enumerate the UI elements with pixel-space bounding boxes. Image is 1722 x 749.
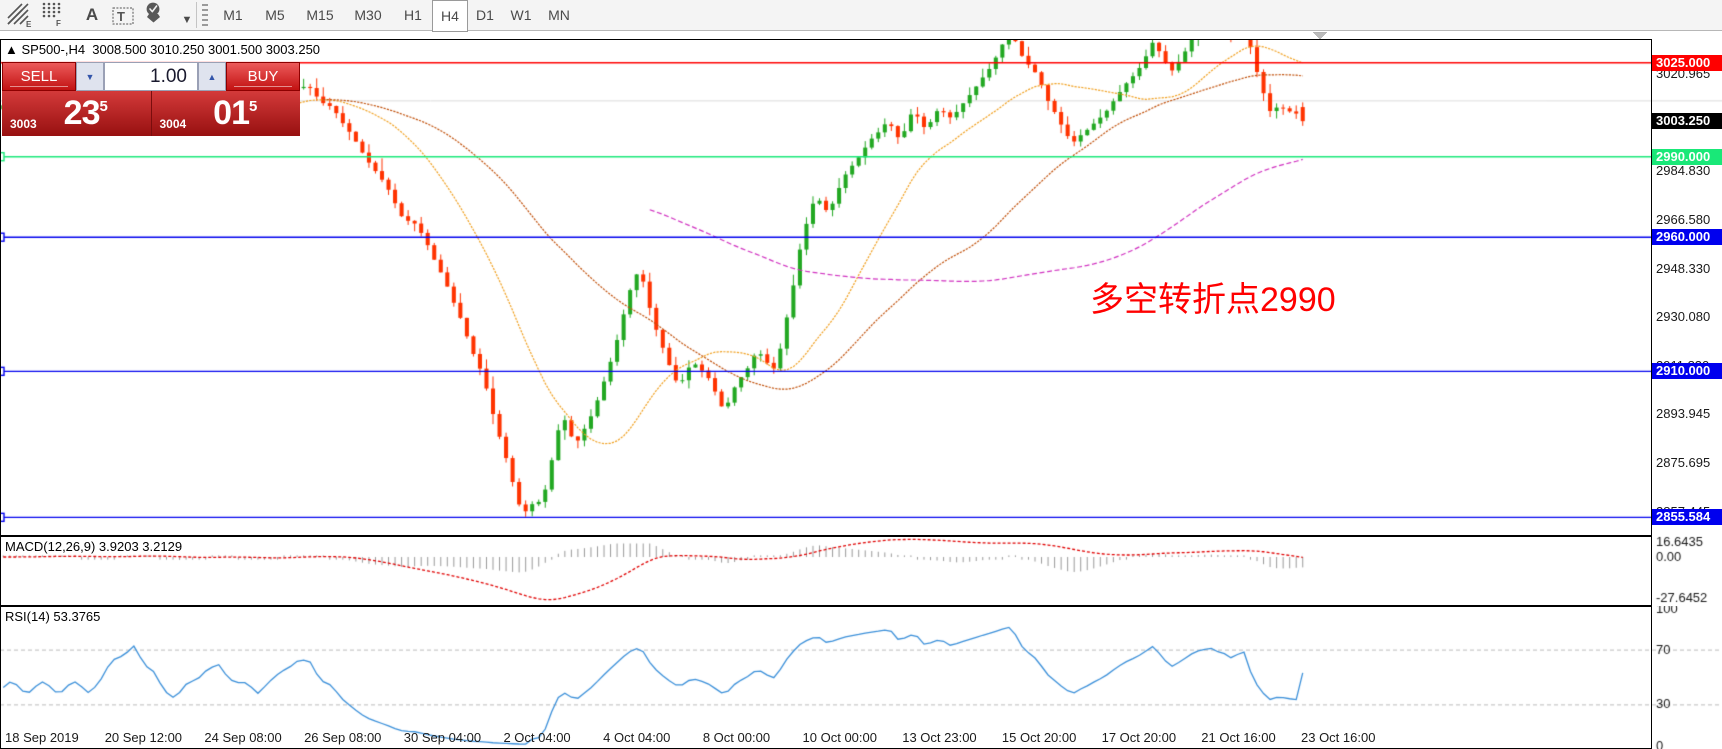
svg-text:F: F	[56, 19, 61, 28]
svg-text:E: E	[26, 20, 32, 28]
svg-text:T: T	[117, 9, 125, 24]
